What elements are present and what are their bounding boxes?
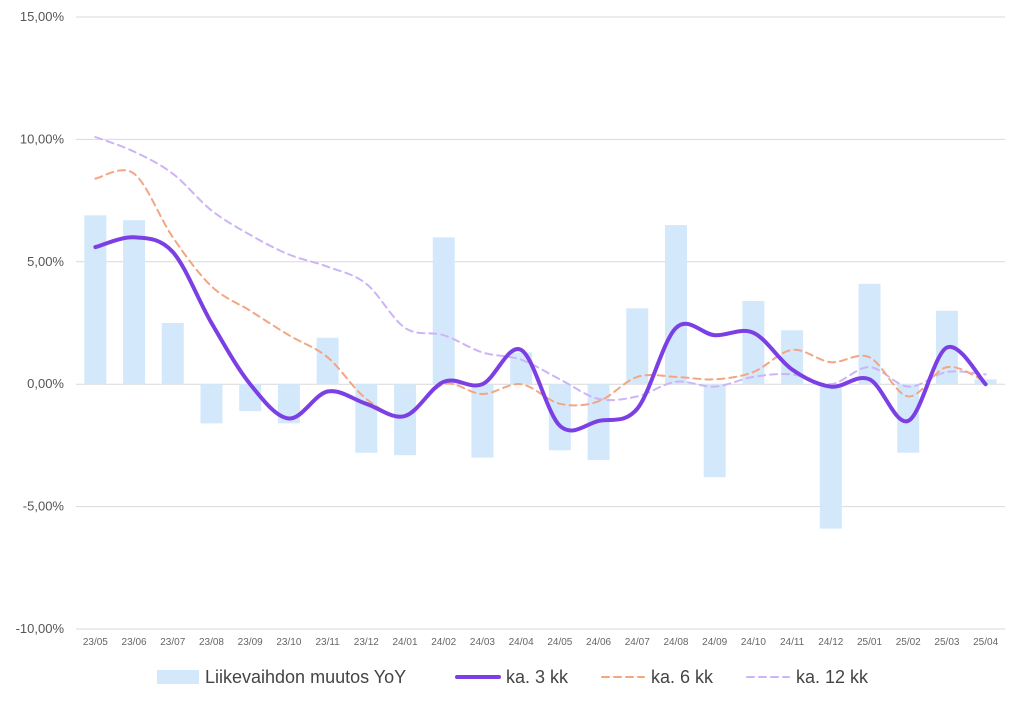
x-axis: 23/05 23/06 23/07 23/08 23/09 23/10 23/11 23/12… [83, 637, 999, 648]
x-tick-label: 24/12 [818, 637, 843, 648]
legend: Liikevaihdon muutos YoY ka. 3 kk ka. 6 kk k… [157, 667, 869, 687]
x-tick-label: 23/11 [315, 637, 340, 648]
bar [239, 384, 262, 412]
x-tick-label: 25/02 [896, 637, 921, 648]
x-tick-label: 24/09 [702, 637, 727, 648]
x-tick-label: 23/10 [276, 637, 301, 648]
bar [664, 225, 687, 385]
line-series-group [93, 136, 988, 433]
x-tick-label: 23/09 [238, 637, 263, 648]
x-tick-label: 25/03 [934, 637, 959, 648]
bar [123, 220, 146, 385]
bar [742, 300, 765, 385]
bar [394, 384, 417, 456]
y-tick-label: 5,00% [27, 254, 64, 269]
x-tick-label: 24/02 [431, 637, 456, 648]
legend-label: ka. 12 kk [796, 667, 869, 687]
bar [161, 323, 184, 385]
x-tick-label: 23/08 [199, 637, 224, 648]
bar [781, 330, 804, 385]
line-ka-6-kk [94, 169, 987, 418]
bar [432, 237, 455, 385]
x-tick-label: 25/01 [857, 637, 882, 648]
y-tick-label: -10,00% [16, 621, 65, 636]
x-tick-label: 24/01 [393, 637, 418, 648]
y-tick-label: 15,00% [20, 9, 65, 24]
bar [84, 215, 107, 385]
bar [277, 384, 300, 424]
x-tick-label: 23/06 [122, 637, 147, 648]
bar-series [84, 215, 997, 529]
x-tick-label: 24/04 [509, 637, 534, 648]
x-tick-label: 24/05 [547, 637, 572, 648]
bar [819, 384, 842, 529]
legend-label: ka. 3 kk [506, 667, 569, 687]
x-tick-label: 23/05 [83, 637, 108, 648]
bar [355, 384, 378, 453]
bar [897, 384, 920, 453]
y-tick-label: 0,00% [27, 376, 64, 391]
y-tick-label: 10,00% [20, 131, 65, 146]
x-tick-label: 24/08 [663, 637, 688, 648]
bar [703, 384, 726, 478]
bar [200, 384, 223, 424]
x-tick-label: 24/11 [780, 637, 805, 648]
x-tick-label: 25/04 [973, 637, 998, 648]
bar [626, 308, 649, 385]
line-ka-12-kk [94, 136, 987, 402]
x-tick-label: 24/03 [470, 637, 495, 648]
y-axis: -10,00% -5,00% 0,00% 5,00% 10,00% 15,00% [16, 9, 65, 636]
x-tick-label: 24/10 [741, 637, 766, 648]
x-tick-label: 24/07 [625, 637, 650, 648]
x-tick-label: 24/06 [586, 637, 611, 648]
line-ka-3-kk [93, 235, 988, 433]
legend-label: Liikevaihdon muutos YoY [205, 667, 406, 687]
x-tick-label: 23/07 [160, 637, 185, 648]
bar [316, 337, 339, 385]
legend-label: ka. 6 kk [651, 667, 714, 687]
bar [510, 352, 533, 385]
x-tick-label: 23/12 [354, 637, 379, 648]
y-tick-label: -5,00% [23, 499, 65, 514]
bar [858, 283, 881, 385]
bar [548, 384, 571, 451]
bar [471, 384, 494, 458]
legend-swatch-bar [157, 670, 199, 684]
